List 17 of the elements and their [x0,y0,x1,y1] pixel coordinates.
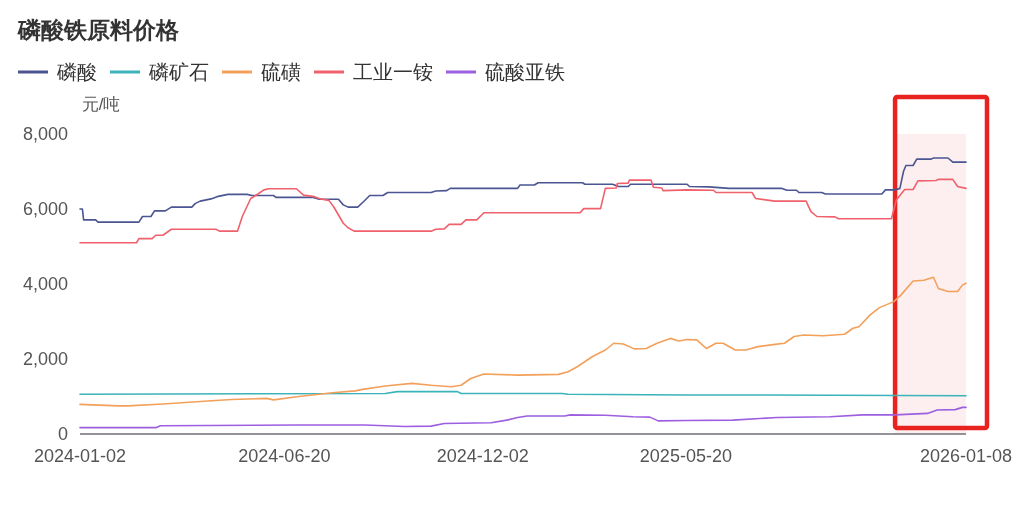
x-tick-label: 2025-05-20 [639,446,732,466]
y-tick-label: 8,000 [22,124,68,144]
y-tick-label: 0 [58,424,68,444]
title: 磷酸铁原料价格 [18,17,179,43]
y-tick-label: 2,000 [22,349,68,369]
y-tick-label: 4,000 [22,274,68,294]
x-tick-label: 2024-12-02 [436,446,529,466]
legend-label: 硫磺 [261,61,301,83]
x-tick-label: 2024-06-20 [238,446,331,466]
x-tick-label: 2026-01-08 [919,446,1013,466]
legend-label: 硫酸亚铁 [485,61,565,83]
y-axis-title: 元/吨 [81,95,121,114]
legend-label: 磷酸 [57,61,97,83]
x-tick-label: 2024-01-02 [33,446,127,466]
y-tick-label: 6,000 [22,199,68,219]
legend-label: 磷矿石 [149,61,209,83]
legend-label: 工业一铵 [353,61,433,83]
